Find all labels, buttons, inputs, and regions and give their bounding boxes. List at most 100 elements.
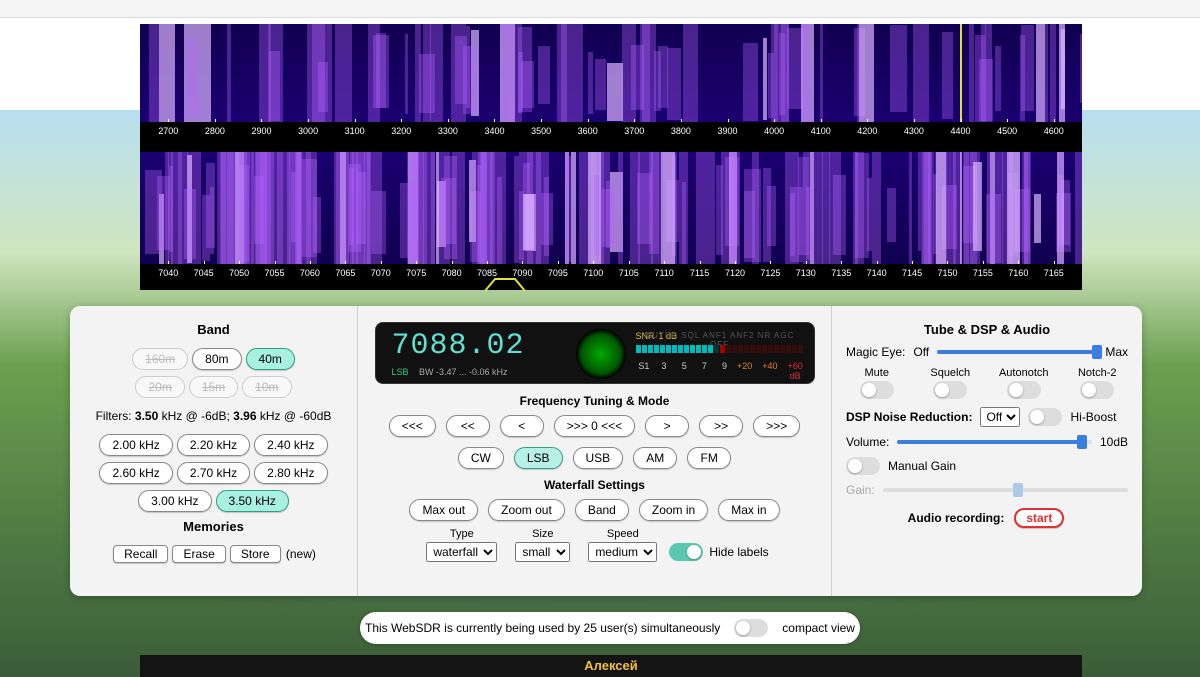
speed-select[interactable]: medium [588,542,657,562]
filter-2.40kHz[interactable]: 2.40 kHz [254,434,327,456]
step-[interactable]: <<< [389,415,436,437]
filter-2.80kHz[interactable]: 2.80 kHz [254,462,327,484]
mode-am[interactable]: AM [633,447,677,469]
autonotch-label: Autonotch [999,367,1049,379]
squelch-label: Squelch [930,367,970,379]
memories-title: Memories [80,519,347,534]
hide-labels-label: Hide labels [709,545,768,559]
mode-lsb[interactable]: LSB [514,447,563,469]
compact-view-toggle[interactable] [734,619,768,637]
band-title: Band [80,322,347,337]
tuning-column: 7088.02 LSB BW -3.47 ... -0.06 kHz SNR1 … [358,306,832,596]
topbar-remnant [0,0,1200,18]
wf-maxin[interactable]: Max in [718,499,779,521]
dsp-nr-select[interactable]: Off [980,407,1020,427]
filter-2.70kHz[interactable]: 2.70 kHz [177,462,250,484]
hiboost-toggle[interactable] [1028,408,1062,426]
freq-axis-upper: 2700280029003000310032003300340035003600… [140,122,1082,152]
manual-gain-row: Manual Gain [846,457,1128,475]
step-[interactable]: << [446,415,490,437]
dsp-column: Tube & DSP & Audio Magic Eye:Off Max Mut… [832,306,1142,596]
recording-row: Audio recording: start [846,505,1128,531]
user-name: Алексей [584,658,638,673]
passband-marker[interactable] [480,277,530,295]
autonotch-toggle[interactable] [1007,381,1041,399]
waterfall-display[interactable]: 2700280029003000310032003300340035003600… [140,24,1082,290]
dsp-title: Tube & DSP & Audio [842,322,1132,337]
notch2-label: Notch-2 [1078,367,1117,379]
s-meter: SNR1 dB MUTED SQL ANF1 ANF2 NR AGC OFF S… [636,331,804,375]
filter-3.00kHz[interactable]: 3.00 kHz [138,490,211,512]
manual-gain-toggle[interactable] [846,457,880,475]
footer-bar: Алексей [140,655,1082,677]
memory-store[interactable]: Store [230,545,281,563]
status-bar: This WebSDR is currently being used by 2… [360,612,860,644]
gain-row: Gain: [846,483,1128,497]
band-15m: 15m [189,376,238,398]
waterfall-lower [140,152,1082,264]
squelch-toggle[interactable] [933,381,967,399]
dsp-nr-row: DSP Noise Reduction: Off Hi-Boost [846,407,1128,427]
filter-2.60kHz[interactable]: 2.60 kHz [99,462,172,484]
filters-summary: Filters: 3.50 kHz @ -6dB; 3.96 kHz @ -60… [80,409,347,423]
memory-buttons: RecallErase Store (new) [80,542,347,566]
mode-cw[interactable]: CW [458,447,504,469]
step-[interactable]: >>> [753,415,800,437]
users-text: This WebSDR is currently being used by 2… [365,621,720,635]
wf-band[interactable]: Band [575,499,629,521]
mute-label: Mute [865,367,889,379]
hiboost-label: Hi-Boost [1070,410,1116,424]
memory-erase[interactable]: Erase [172,545,225,563]
type-label: Type [450,528,474,540]
step-0[interactable]: >>> 0 <<< [554,415,635,437]
filter-3.50kHz[interactable]: 3.50 kHz [216,490,289,512]
mute-toggle[interactable] [860,381,894,399]
volume-row: Volume: 10dB [846,435,1128,449]
mode-fm[interactable]: FM [687,447,731,469]
band-10m: 10m [242,376,291,398]
band-80m[interactable]: 80m [192,348,241,370]
mode-usb[interactable]: USB [573,447,624,469]
mode-buttons: CW LSB USB AM FM [368,444,821,472]
volume-slider[interactable] [897,440,1092,444]
filter-buttons: 2.00 kHz2.20 kHz2.40 kHz 2.60 kHz2.70 kHz… [80,431,347,515]
waterfall-zoom-buttons: Max out Zoom out Band Zoom in Max in [368,496,821,524]
waterfall-settings-title: Waterfall Settings [368,478,821,492]
gain-slider[interactable] [883,488,1128,492]
band-40m[interactable]: 40m [246,348,295,370]
step-[interactable]: < [500,415,544,437]
step-[interactable]: > [645,415,689,437]
size-label: Size [532,528,553,540]
filter-2.20kHz[interactable]: 2.20 kHz [177,434,250,456]
tuning-dial[interactable] [576,329,626,379]
speed-label: Speed [607,528,639,540]
band-column: Band 160m80m40m20m15m10m Filters: 3.50 k… [70,306,358,596]
control-panel: Band 160m80m40m20m15m10m Filters: 3.50 k… [70,306,1142,596]
frequency-readout[interactable]: 7088.02 [392,329,525,363]
radio-display: 7088.02 LSB BW -3.47 ... -0.06 kHz SNR1 … [375,322,815,384]
dsp-toggle-grid: Mute Squelch Autonotch Notch-2 [842,367,1132,399]
record-start-button[interactable]: start [1014,508,1064,528]
tuning-title: Frequency Tuning & Mode [368,394,821,408]
compact-view-label: compact view [782,621,855,635]
wf-zoomin[interactable]: Zoom in [639,499,708,521]
freq-axis-lower: 7040704570507055706070657070707570807085… [140,264,1082,290]
step-[interactable]: >> [699,415,743,437]
step-buttons: <<<<<<>>> 0 <<<>>>>>> [368,412,821,440]
memory-new-label: (new) [286,547,316,561]
waterfall-selects: Type waterfall Size small Speed medium H… [368,528,821,562]
waterfall-upper [140,24,1082,122]
wf-maxout[interactable]: Max out [409,499,478,521]
magic-eye-row: Magic Eye:Off Max [846,345,1128,359]
hide-labels-toggle[interactable] [669,543,703,561]
band-buttons: 160m80m40m20m15m10m [80,345,347,401]
notch2-toggle[interactable] [1080,381,1114,399]
mode-bw-readout: LSB BW -3.47 ... -0.06 kHz [392,367,508,377]
band-20m: 20m [135,376,184,398]
magic-eye-slider[interactable] [937,350,1097,354]
type-select[interactable]: waterfall [426,542,497,562]
size-select[interactable]: small [515,542,570,562]
wf-zoomout[interactable]: Zoom out [488,499,565,521]
memory-recall[interactable]: Recall [113,545,168,563]
filter-2.00kHz[interactable]: 2.00 kHz [99,434,172,456]
